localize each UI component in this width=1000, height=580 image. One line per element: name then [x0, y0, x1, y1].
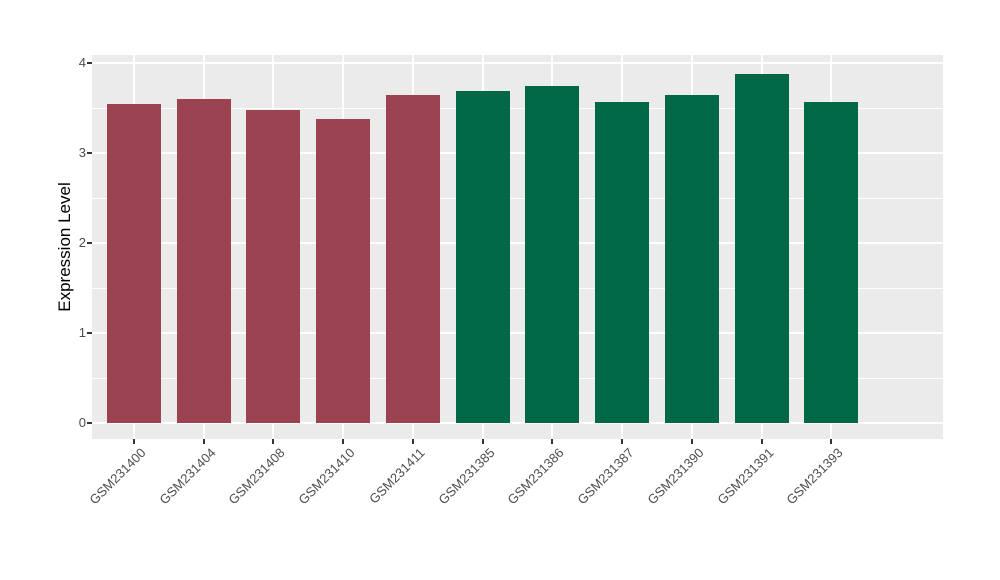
- y-tick-mark: [87, 422, 92, 424]
- bar-GSM231393: [804, 101, 859, 423]
- y-tick-mark: [87, 62, 92, 64]
- x-tick-label: GSM231386: [504, 445, 567, 508]
- bar-GSM231387: [595, 101, 650, 423]
- x-tick-mark: [411, 439, 414, 444]
- bar-GSM231408: [246, 109, 301, 423]
- x-tick-label: GSM231404: [155, 445, 219, 508]
- y-tick-label: 4: [78, 55, 86, 70]
- plot-panel: [92, 55, 943, 439]
- x-tick-mark: [621, 439, 624, 444]
- x-tick-mark: [830, 439, 833, 444]
- x-tick-mark: [481, 439, 484, 444]
- y-tick-mark: [87, 152, 92, 154]
- y-tick-label: 0: [78, 415, 86, 430]
- y-tick-label: 3: [78, 145, 86, 160]
- major-gridline: [92, 422, 943, 424]
- bar-GSM231410: [316, 118, 371, 423]
- x-tick-label: GSM231410: [295, 445, 358, 508]
- major-gridline: [92, 152, 943, 154]
- x-tick-mark: [132, 439, 135, 444]
- x-tick-label: GSM231385: [435, 445, 498, 508]
- x-tick-mark: [551, 439, 554, 444]
- major-gridline: [92, 242, 943, 244]
- bar-GSM231390: [664, 94, 719, 423]
- bar-GSM231411: [385, 95, 440, 423]
- major-gridline: [92, 332, 943, 334]
- minor-gridline: [92, 377, 943, 379]
- x-tick-label: GSM231411: [365, 445, 428, 507]
- y-tick-label: 1: [78, 325, 86, 340]
- bar-GSM231385: [455, 90, 510, 423]
- x-tick-label: GSM231400: [86, 445, 149, 508]
- x-tick-label: GSM231393: [783, 445, 847, 508]
- x-tick-label: GSM231391: [714, 445, 777, 508]
- bar-GSM231400: [106, 104, 161, 423]
- bar-GSM231391: [734, 73, 789, 423]
- bar-GSM231404: [176, 99, 231, 423]
- x-tick-label: GSM231390: [644, 445, 707, 508]
- x-tick-mark: [272, 439, 275, 444]
- major-gridline: [92, 62, 943, 64]
- x-tick-mark: [760, 439, 763, 444]
- minor-gridline: [92, 287, 943, 289]
- x-tick-mark: [342, 439, 345, 444]
- x-tick-label: GSM231387: [574, 445, 637, 508]
- y-tick-mark: [87, 242, 92, 244]
- x-tick-mark: [202, 439, 205, 444]
- bar-GSM231386: [525, 86, 580, 423]
- minor-gridline: [92, 107, 943, 109]
- minor-gridline: [92, 197, 943, 199]
- x-tick-mark: [690, 439, 693, 444]
- x-tick-label: GSM231408: [225, 445, 288, 508]
- y-tick-mark: [87, 332, 92, 334]
- y-tick-label: 2: [78, 235, 86, 250]
